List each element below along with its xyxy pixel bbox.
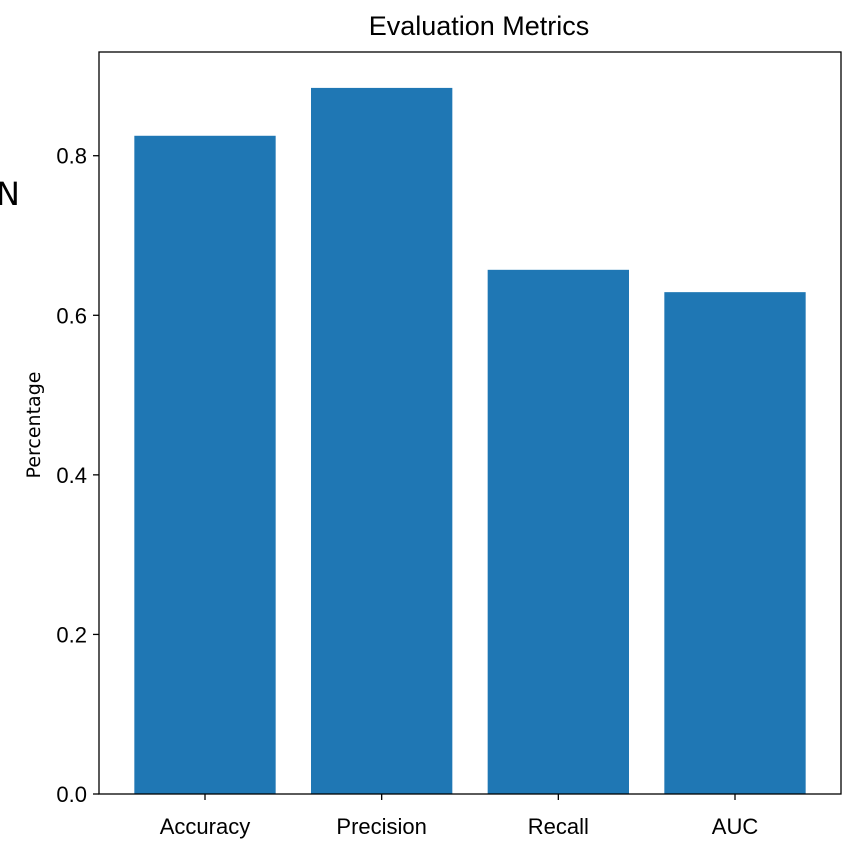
y-axis-ticks: 0.0 0.2 0.4 0.6 0.8 <box>56 144 99 807</box>
bar-recall <box>487 269 629 795</box>
y-axis-label: Percentage <box>23 372 45 479</box>
y-tick-label: 0.2 <box>56 622 87 647</box>
cut-off-glyph: N <box>0 175 20 213</box>
y-tick-label: 0.6 <box>56 303 87 328</box>
chart-title: Evaluation Metrics <box>369 11 590 41</box>
y-tick-label: 0.8 <box>56 144 87 169</box>
x-tick-label: Precision <box>336 814 426 839</box>
x-tick-label: Recall <box>528 814 589 839</box>
x-axis-ticks: Accuracy Precision Recall AUC <box>160 794 759 839</box>
bar-auc <box>664 292 806 794</box>
bars-layer <box>134 87 806 795</box>
x-tick-label: AUC <box>712 814 759 839</box>
y-tick-label: 0.4 <box>56 463 87 488</box>
y-tick-label: 0.0 <box>56 782 87 807</box>
x-tick-label: Accuracy <box>160 814 250 839</box>
plot-frame <box>98 51 842 795</box>
bar-accuracy <box>134 135 276 795</box>
bar-precision <box>311 87 453 795</box>
